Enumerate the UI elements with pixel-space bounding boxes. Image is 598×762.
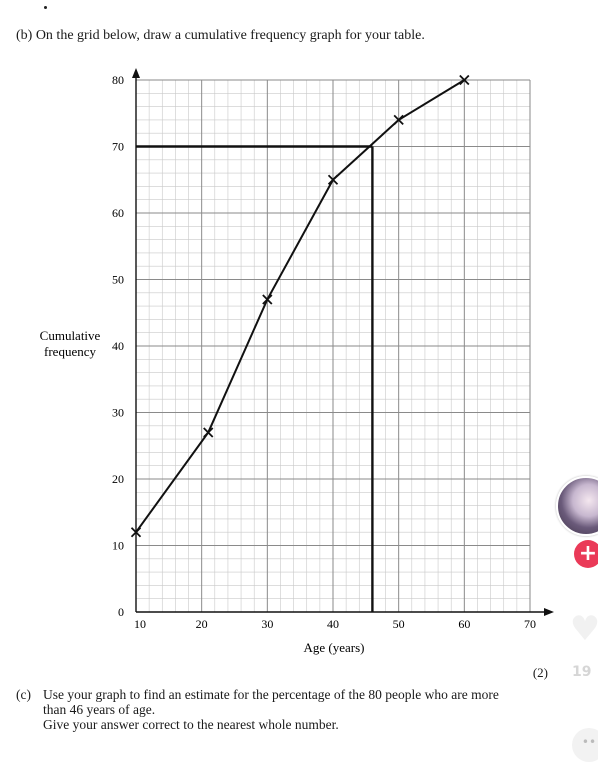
- data-point: [203, 427, 214, 438]
- x-tick-label: 70: [524, 617, 536, 631]
- x-tick-label: 20: [196, 617, 208, 631]
- follow-button[interactable]: +: [574, 540, 598, 568]
- y-axis-arrow: [132, 68, 140, 78]
- x-tick-label: 10: [134, 617, 146, 631]
- tick-labels: 0 10 20 30 40 50 60 70 80 10 20 30 40 50 60 70: [112, 73, 536, 631]
- question-c: (c) Use your graph to find an estimate f…: [16, 687, 556, 732]
- point-cross-b: [459, 74, 470, 86]
- x-tick-label: 50: [393, 617, 405, 631]
- y-tick-label: 70: [112, 140, 124, 154]
- x-tick-label: 60: [458, 617, 470, 631]
- marks-label: (2): [532, 665, 548, 680]
- data-point: [262, 294, 273, 305]
- point-cross-b: [203, 427, 214, 438]
- question-c-line3: Give your answer correct to the nearest …: [43, 717, 339, 732]
- y-tick-label: 80: [112, 73, 124, 87]
- x-axis-label: Age (years): [304, 640, 365, 655]
- x-tick-label: 40: [327, 617, 339, 631]
- more-icon[interactable]: ••: [572, 728, 598, 762]
- series: [130, 74, 470, 538]
- question-c-line2: than 46 years of age.: [43, 702, 156, 717]
- y-tick-label: 30: [112, 406, 124, 420]
- creator-avatar[interactable]: [556, 476, 598, 536]
- x-tick-label: 30: [261, 617, 273, 631]
- y-tick-label: 40: [112, 339, 124, 353]
- point-cross-b: [393, 114, 404, 126]
- reading-lines: [136, 145, 374, 612]
- question-b-text: (b) On the grid below, draw a cumulative…: [16, 28, 425, 43]
- question-c-line1: Use your graph to find an estimate for t…: [43, 687, 499, 702]
- cumulative-frequency-chart: 0 10 20 30 40 50 60 70 80 10 20 30 40 50 60 70 Age (yea…: [40, 68, 554, 655]
- data-point: [393, 114, 404, 126]
- data-point: [459, 74, 470, 86]
- series-line: [135, 79, 465, 533]
- y-axis-label-line1: Cumulative: [40, 328, 101, 343]
- point-cross-b: [327, 174, 339, 185]
- y-tick-label: 20: [112, 472, 124, 486]
- y-axis-label-line2: frequency: [44, 344, 96, 359]
- point-cross-b: [130, 527, 142, 538]
- like-count: 19: [572, 664, 592, 680]
- y-tick-label: 50: [112, 273, 124, 287]
- stray-dot: [44, 6, 47, 9]
- x-axis-arrow: [544, 608, 554, 616]
- data-point: [130, 527, 142, 538]
- y-tick-label: 60: [112, 206, 124, 220]
- question-c-label: (c): [16, 687, 31, 702]
- data-point: [327, 174, 339, 185]
- heart-icon[interactable]: ♥: [569, 609, 598, 649]
- point-cross-b: [262, 294, 273, 305]
- y-tick-label: 10: [112, 539, 124, 553]
- y-tick-label: 0: [118, 605, 124, 619]
- axes: [132, 68, 554, 616]
